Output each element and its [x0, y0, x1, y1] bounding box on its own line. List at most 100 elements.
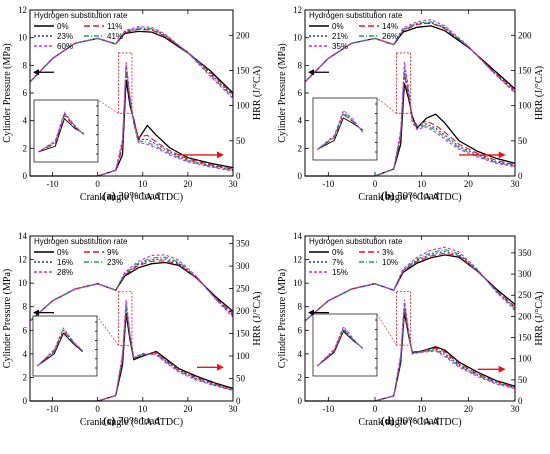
y-tick-label: 8 — [23, 302, 28, 312]
x-tick-label: 10 — [138, 179, 148, 189]
x-axis-label: Crank angle (°CA ATDC) — [358, 192, 461, 203]
pressure-line-60pct — [29, 26, 234, 99]
y2-tick-label: 300 — [518, 269, 532, 279]
x-tick-label: 30 — [511, 404, 521, 414]
y2-axis-label: HRR (J/°CA) — [252, 66, 263, 120]
inset-frame — [32, 315, 98, 377]
caption-text: 50% load — [394, 190, 439, 202]
left-arrow-head — [308, 69, 314, 76]
inset-frame — [312, 313, 378, 377]
chart-panel-2: -10 0 10 20 30024681012140501001502002503003… — [2, 231, 263, 428]
x-tick-label: 0 — [373, 179, 378, 189]
inset-frame — [312, 97, 378, 161]
caption-letter: (c) — [103, 415, 116, 427]
caption-text: 70% load — [115, 415, 160, 427]
y2-axis-label: HRR (J/°CA) — [534, 291, 545, 345]
inset-frame — [33, 99, 99, 163]
y-tick-label: 2 — [23, 143, 28, 153]
y-tick-label: 10 — [293, 278, 303, 288]
y-tick-label: 8 — [23, 60, 28, 70]
inset-line — [38, 117, 84, 153]
y-axis-label: Cylinder Pressure (MPa) — [277, 43, 288, 142]
legend-label: 14% — [382, 22, 398, 31]
inset-line — [37, 332, 83, 367]
inset-line — [316, 325, 364, 367]
y2-axis-label: HRR (J/°CA) — [534, 66, 545, 120]
zoom-box — [118, 52, 133, 114]
y2-tick-label: 250 — [236, 284, 250, 294]
zoom-box — [396, 290, 411, 346]
y2-tick-label: 0 — [236, 396, 241, 406]
left-arrow-head — [33, 309, 39, 316]
y2-tick-label: 100 — [236, 101, 250, 111]
y-axis-label: Cylinder Pressure (MPa) — [2, 269, 13, 368]
panel-caption: (c) 70% load — [103, 415, 160, 427]
x-tick-label: 30 — [229, 404, 239, 414]
legend-title: Hydrogen substitution rate — [34, 11, 128, 20]
y-tick-label: 8 — [298, 302, 303, 312]
x-tick-label: 10 — [417, 404, 427, 414]
x-axis-label: Crank angle (°CA ATDC) — [358, 417, 461, 428]
y-tick-label: 10 — [18, 33, 28, 43]
y-tick-label: 12 — [18, 5, 27, 15]
x-tick-label: 0 — [95, 179, 100, 189]
y-tick-label: 2 — [23, 372, 28, 382]
y2-tick-label: 100 — [518, 354, 532, 364]
pressure-line-23pct — [29, 28, 234, 97]
y-tick-label: 8 — [298, 60, 303, 70]
x-axis-label: Crank angle (°CA ATDC) — [80, 192, 183, 203]
legend-label: 16% — [57, 258, 73, 267]
legend-label: 3% — [382, 248, 394, 257]
y-tick-label: 0 — [23, 396, 28, 406]
y-tick-label: 10 — [18, 278, 28, 288]
hrr-line-10pct — [305, 302, 516, 402]
panel-caption: (a) 30% load — [103, 190, 161, 202]
caption-letter: (b) — [381, 190, 395, 202]
y-tick-label: 10 — [293, 33, 303, 43]
panel-caption: (d) 90% load — [381, 415, 440, 427]
hrr-line-35pct — [305, 62, 516, 177]
y-tick-label: 6 — [23, 325, 28, 335]
legend-label: 0% — [332, 248, 344, 257]
legend-label: 35% — [332, 42, 348, 51]
x-tick-label: -10 — [322, 179, 334, 189]
y-tick-label: 2 — [298, 143, 303, 153]
y-tick-label: 12 — [293, 5, 302, 15]
x-tick-label: -10 — [47, 404, 59, 414]
y2-tick-label: 50 — [518, 375, 528, 385]
legend-label: 23% — [107, 258, 123, 267]
right-arrow-head — [216, 363, 224, 371]
y-tick-label: 14 — [293, 231, 303, 241]
pressure-line-28pct — [29, 254, 234, 322]
y2-tick-label: 50 — [236, 136, 246, 146]
inset-line — [316, 326, 364, 367]
plot-frame — [29, 235, 234, 402]
x-tick-label: 20 — [464, 179, 474, 189]
legend-label: 21% — [332, 32, 348, 41]
hrr-line-15pct — [305, 299, 516, 402]
y2-tick-label: 250 — [518, 290, 532, 300]
x-tick-label: 20 — [183, 404, 193, 414]
y2-tick-label: 300 — [236, 261, 250, 271]
pressure-line-23pct — [29, 256, 234, 322]
x-tick-label: -10 — [47, 179, 59, 189]
y-tick-label: 0 — [23, 171, 28, 181]
inset-connector — [96, 315, 119, 346]
legend-title: Hydrogen substitution rate — [34, 237, 128, 246]
y2-tick-label: 150 — [518, 333, 532, 343]
legend-label: 10% — [382, 258, 398, 267]
inset-connector — [376, 97, 397, 114]
y-tick-label: 2 — [298, 372, 303, 382]
legend-label: 15% — [332, 268, 348, 277]
legend-label: 23% — [57, 32, 73, 41]
caption-text: 90% load — [394, 415, 439, 427]
legend-label: 11% — [107, 22, 122, 31]
hrr-line-60pct — [30, 62, 234, 177]
y-tick-label: 12 — [293, 255, 302, 265]
inset-connector — [97, 99, 119, 114]
left-arrow-head — [33, 69, 39, 76]
chart-panel-3: -10 0 10 20 30024681012140501001502002503003… — [277, 231, 545, 428]
caption-letter: (d) — [381, 415, 395, 427]
